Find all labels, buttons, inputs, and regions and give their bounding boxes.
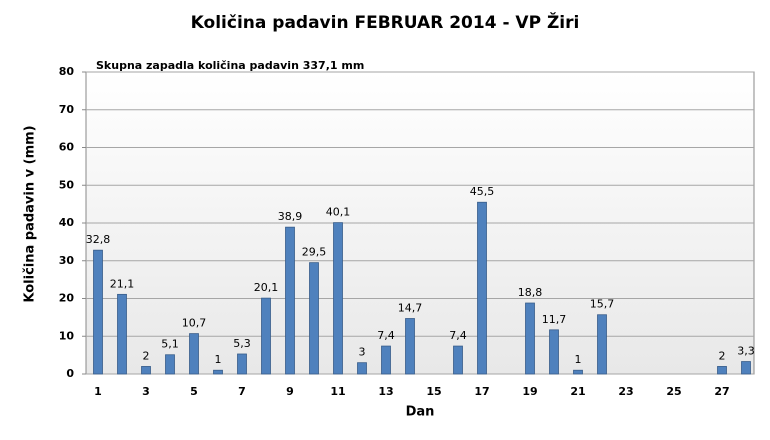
value-label: 38,9	[278, 210, 303, 223]
x-tick-label: 27	[714, 385, 729, 398]
value-label: 18,8	[518, 286, 543, 299]
value-label: 29,5	[302, 246, 327, 259]
y-tick-label: 70	[59, 103, 75, 116]
value-label: 1	[575, 353, 582, 366]
x-tick-label: 11	[330, 385, 345, 398]
value-label: 5,3	[233, 337, 251, 350]
bar	[405, 318, 415, 375]
value-label: 3,3	[737, 345, 755, 358]
value-label: 40,1	[326, 206, 351, 219]
value-label: 10,7	[182, 317, 207, 330]
x-tick-label: 25	[666, 385, 681, 398]
bar	[597, 314, 607, 375]
x-tick-label: 5	[190, 385, 198, 398]
value-label: 7,4	[449, 329, 467, 342]
value-label: 7,4	[377, 329, 395, 342]
x-tick-label: 7	[238, 385, 246, 398]
value-label: 1	[215, 353, 222, 366]
annotation: Skupna zapadla količina padavin 337,1 mm	[96, 59, 364, 72]
bar	[741, 361, 751, 375]
bar	[261, 297, 271, 375]
value-label: 32,8	[86, 233, 111, 246]
y-tick-label: 10	[59, 329, 75, 342]
bar	[717, 366, 727, 375]
y-tick-label: 50	[59, 178, 75, 191]
value-label: 2	[143, 349, 150, 362]
bar	[333, 222, 343, 375]
bar	[381, 345, 391, 375]
x-tick-label: 3	[142, 385, 150, 398]
y-tick-label: 0	[66, 367, 74, 380]
bar	[285, 226, 295, 375]
bar	[525, 302, 535, 375]
x-tick-label: 1	[94, 385, 102, 398]
chart-title: Količina padavin FEBRUAR 2014 - VP Žiri	[191, 11, 580, 33]
value-label: 15,7	[590, 298, 615, 311]
value-label: 14,7	[398, 302, 423, 315]
y-tick-label: 80	[59, 65, 75, 78]
bar	[117, 293, 127, 375]
value-label: 5,1	[161, 338, 179, 351]
y-tick-label: 60	[59, 141, 75, 154]
bar	[573, 369, 583, 375]
x-tick-label: 19	[522, 385, 537, 398]
x-tick-label: 17	[474, 385, 489, 398]
bar	[165, 354, 175, 375]
x-tick-label: 21	[570, 385, 585, 398]
bar	[477, 201, 487, 375]
x-tick-label: 13	[378, 385, 393, 398]
y-tick-label: 30	[59, 254, 75, 267]
value-label: 20,1	[254, 281, 279, 294]
value-label: 2	[719, 349, 726, 362]
bar	[93, 249, 103, 375]
bar	[549, 329, 559, 375]
bar	[213, 369, 223, 375]
x-tick-label: 15	[426, 385, 441, 398]
bar	[189, 333, 199, 375]
x-tick-label: 23	[618, 385, 633, 398]
value-label: 11,7	[542, 313, 567, 326]
y-tick-label: 20	[59, 292, 75, 305]
value-label: 3	[359, 346, 366, 359]
value-label: 21,1	[110, 277, 135, 290]
bar	[237, 353, 247, 375]
bar	[141, 366, 151, 375]
bar	[357, 362, 367, 375]
y-axis-label: Količina padavin v (mm)	[23, 125, 38, 302]
x-tick-label: 9	[286, 385, 294, 398]
bar	[453, 345, 463, 375]
bar	[309, 262, 319, 375]
x-axis-label: Dan	[406, 405, 435, 420]
value-label: 45,5	[470, 185, 495, 198]
y-tick-label: 40	[59, 216, 75, 229]
